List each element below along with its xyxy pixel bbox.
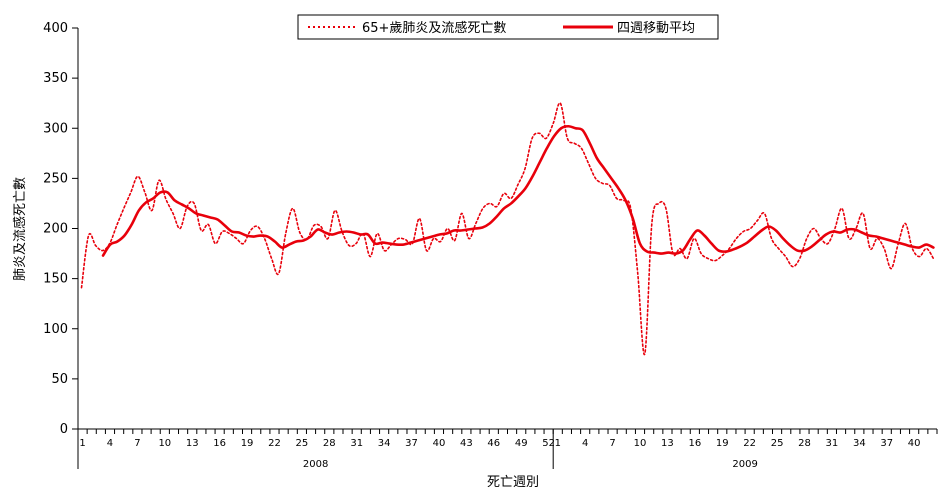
series-layer [80, 102, 935, 356]
x-tick-label: 4 [107, 438, 113, 449]
x-tick-label: 34 [853, 438, 866, 449]
y-tick-label: 0 [60, 422, 68, 437]
y-tick-label: 150 [43, 272, 68, 287]
x-tick-label: 22 [268, 438, 281, 449]
x-tick-label: 43 [460, 438, 473, 449]
x-tick-label: 16 [688, 438, 701, 449]
y-tick-label: 100 [43, 322, 68, 337]
x-tick-label: 40 [433, 438, 446, 449]
x-tick-label: 16 [213, 438, 226, 449]
x-tick-label: 7 [134, 438, 140, 449]
x-axis-title: 死亡週別 [487, 475, 539, 490]
x-tick-label: 25 [296, 438, 309, 449]
x-tick-label: 1 [555, 438, 561, 449]
x-tick-label: 37 [405, 438, 418, 449]
x-tick-label: 31 [350, 438, 363, 449]
year-label-2009: 2009 [732, 459, 757, 470]
x-tick-label: 28 [798, 438, 811, 449]
x-tick-label: 49 [515, 438, 528, 449]
x-tick-label: 37 [880, 438, 893, 449]
legend: 65+歲肺炎及流感死亡數 四週移動平均 [297, 14, 719, 40]
x-tick-label: 28 [323, 438, 336, 449]
x-tick-label: 40 [908, 438, 921, 449]
y-tick-label: 300 [43, 121, 68, 136]
x-tick-label: 19 [241, 438, 254, 449]
y-axis-title: 肺炎及流感死亡數 [12, 177, 28, 281]
x-tick-label: 52 [542, 438, 555, 449]
y-tick-label: 250 [43, 171, 68, 186]
y-axis: 0 50 100 150 200 250 300 350 400 [43, 21, 79, 437]
y-tick-label: 350 [43, 71, 68, 86]
x-tick-label: 34 [378, 438, 391, 449]
x-tick-label: 10 [634, 438, 647, 449]
x-tick-label: 22 [743, 438, 756, 449]
x-tick-label: 13 [186, 438, 199, 449]
x-tick-label: 7 [609, 438, 615, 449]
y-tick-label: 200 [43, 222, 68, 237]
x-axis: 1 4 7 10 13 16 19 22 25 28 31 34 37 40 43 46 49 52 1 4 7 10 13… [77, 428, 938, 470]
series-line-weekly-deaths [80, 102, 935, 356]
year-label-2008: 2008 [303, 459, 328, 470]
x-tick-label: 10 [158, 438, 171, 449]
legend-box [297, 14, 719, 40]
x-tick-label: 1 [79, 438, 85, 449]
x-tick-label: 4 [582, 438, 588, 449]
x-tick-label: 46 [487, 438, 500, 449]
y-tick-label: 50 [51, 372, 68, 387]
x-tick-label: 13 [661, 438, 674, 449]
legend-label-series-1: 65+歲肺炎及流感死亡數 [362, 20, 506, 36]
y-tick-label: 400 [43, 21, 68, 36]
x-tick-label: 25 [771, 438, 784, 449]
legend-label-series-2: 四週移動平均 [617, 21, 695, 36]
x-tick-label: 31 [826, 438, 839, 449]
x-tick-label: 19 [716, 438, 729, 449]
series-line-moving-average [101, 124, 935, 257]
